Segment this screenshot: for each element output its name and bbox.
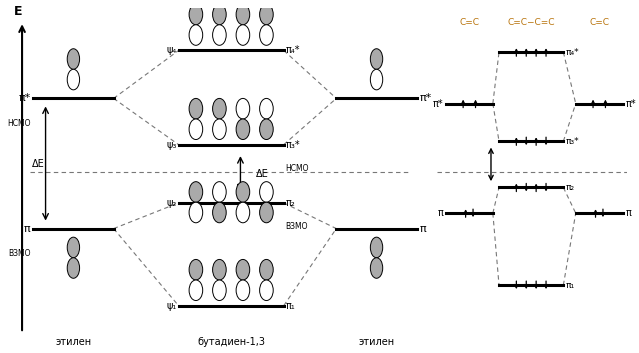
Ellipse shape [67,258,80,278]
Ellipse shape [67,49,80,69]
Text: ΔE: ΔE [32,158,45,168]
Ellipse shape [371,49,383,69]
Text: ψ₄: ψ₄ [167,46,177,55]
Ellipse shape [189,280,203,300]
Text: C=C: C=C [459,18,479,27]
Ellipse shape [67,69,80,90]
Ellipse shape [236,202,250,223]
Ellipse shape [189,259,203,280]
Text: C=C−C=C: C=C−C=C [507,18,555,27]
Text: π: π [625,208,631,218]
Text: НСМО: НСМО [286,163,309,173]
Ellipse shape [213,182,226,202]
Ellipse shape [189,98,203,119]
Text: ΔE: ΔE [256,169,268,179]
Text: ψ₂: ψ₂ [167,198,177,208]
Ellipse shape [189,25,203,45]
Ellipse shape [189,182,203,202]
Text: E: E [13,5,22,18]
Text: бутадиен-1,3: бутадиен-1,3 [197,337,265,347]
Text: π₂: π₂ [286,198,295,208]
Ellipse shape [236,25,250,45]
Ellipse shape [189,119,203,139]
Ellipse shape [259,280,273,300]
Ellipse shape [213,280,226,300]
Text: π*: π* [419,94,431,103]
Ellipse shape [213,202,226,223]
Ellipse shape [236,259,250,280]
Ellipse shape [213,98,226,119]
Text: ВЗМО: ВЗМО [8,249,31,258]
Ellipse shape [236,119,250,139]
Text: этилен: этилен [56,337,91,347]
Text: C=C: C=C [589,18,609,27]
Text: π₃*: π₃* [566,137,580,146]
Ellipse shape [236,98,250,119]
Ellipse shape [189,202,203,223]
Ellipse shape [259,202,273,223]
Ellipse shape [189,4,203,25]
Text: π₁: π₁ [286,301,295,311]
Ellipse shape [259,259,273,280]
Text: π: π [438,208,443,218]
Ellipse shape [213,4,226,25]
Text: этилен: этилен [358,337,395,347]
Text: π₂: π₂ [566,183,575,192]
Ellipse shape [371,69,383,90]
Ellipse shape [213,25,226,45]
Text: НСМО: НСМО [7,119,31,128]
Text: π₄*: π₄* [566,48,580,57]
Ellipse shape [67,237,80,258]
Text: π: π [24,223,31,234]
Ellipse shape [371,237,383,258]
Text: ВЗМО: ВЗМО [286,222,308,231]
Text: π₃*: π₃* [286,140,300,150]
Ellipse shape [213,119,226,139]
Ellipse shape [259,25,273,45]
Ellipse shape [259,119,273,139]
Text: π₁: π₁ [566,281,575,289]
Text: ψ₁: ψ₁ [167,301,177,311]
Ellipse shape [236,182,250,202]
Ellipse shape [236,4,250,25]
Text: π₄*: π₄* [286,46,300,55]
Text: π: π [419,223,426,234]
Ellipse shape [259,98,273,119]
Text: π*: π* [433,98,443,109]
Ellipse shape [371,258,383,278]
Ellipse shape [259,182,273,202]
Text: π*: π* [19,94,31,103]
Text: ψ₃: ψ₃ [166,140,177,150]
Ellipse shape [213,259,226,280]
Text: π*: π* [625,98,636,109]
Ellipse shape [236,280,250,300]
Ellipse shape [259,4,273,25]
